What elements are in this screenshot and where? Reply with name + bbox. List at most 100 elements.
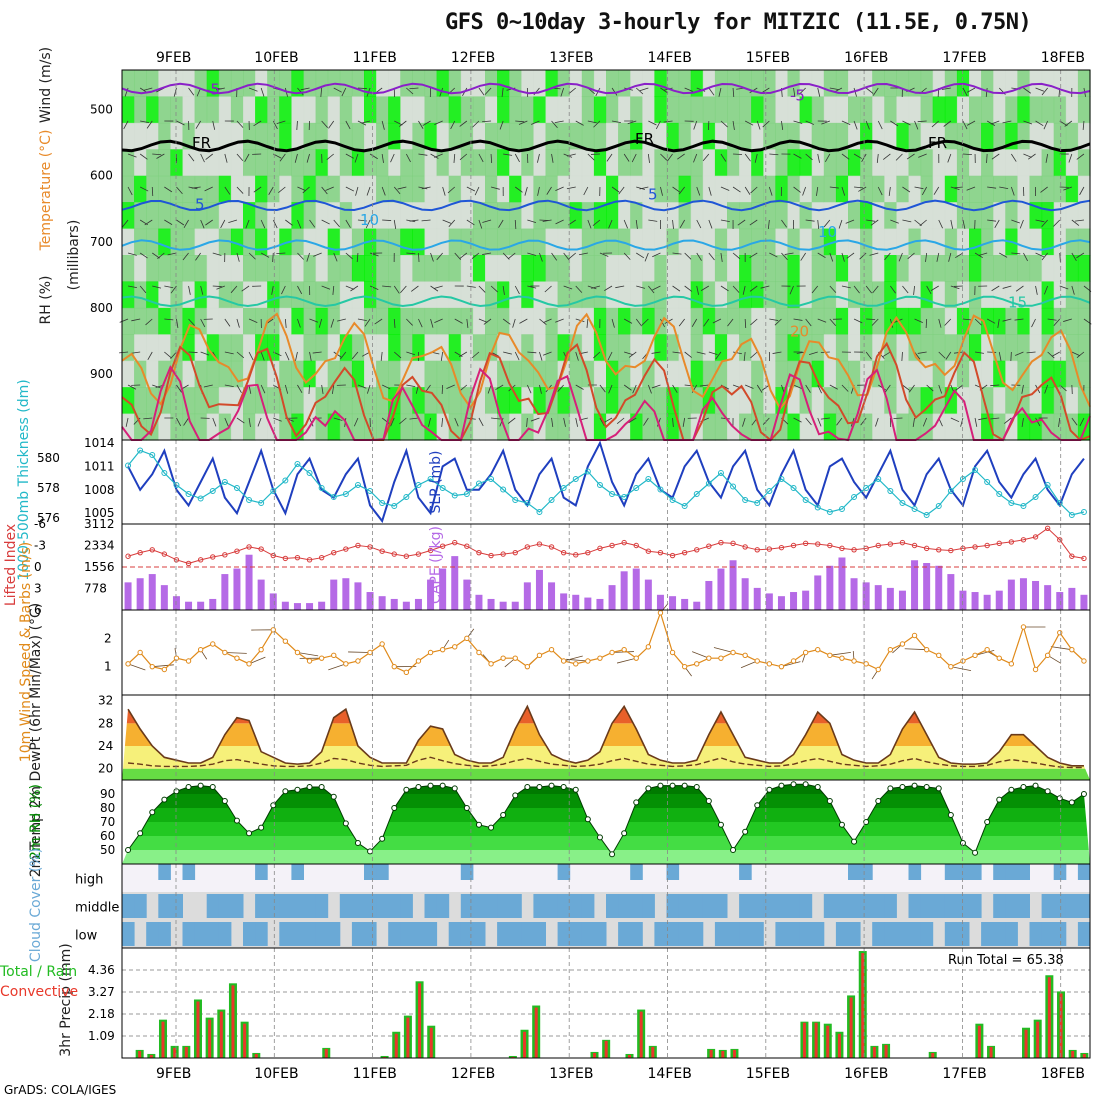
wind-barb (152, 384, 161, 389)
rh-cell (412, 334, 426, 362)
cape-bar (414, 598, 422, 610)
wind-barb (666, 153, 673, 162)
wind-barb (428, 417, 431, 427)
rh-cell (944, 334, 958, 362)
wind-barb (628, 351, 637, 358)
wind10m-point (306, 658, 313, 664)
lifted-index-point (1008, 539, 1015, 545)
wind-barb (702, 153, 710, 162)
wind-barb (749, 252, 758, 259)
cloud-cell-low (291, 922, 304, 946)
wind-barb (829, 318, 837, 327)
cape-bar (584, 597, 592, 610)
rh-cell (630, 307, 643, 335)
rh-cell (618, 149, 631, 177)
rh-cell (727, 175, 740, 203)
wind-barb (696, 351, 706, 355)
rh-cell (448, 255, 462, 283)
wind-barb (205, 219, 213, 226)
wind-barb (720, 153, 727, 162)
cloud-cell-middle (158, 894, 171, 918)
wind-barb (297, 285, 303, 295)
rh-cell (920, 281, 934, 309)
rh-cell (424, 70, 438, 98)
wind-barb (345, 252, 353, 260)
wind-barb (554, 120, 564, 124)
thickness-tick-label: 576 (37, 511, 60, 525)
cloud-cell-low (920, 922, 934, 946)
rh-cell (848, 202, 861, 230)
rh-tick-label: 60 (100, 829, 115, 843)
wind-barb (173, 87, 177, 97)
rh-cell (1029, 228, 1043, 256)
rh-cell (557, 149, 571, 177)
wind10m-point (355, 658, 361, 664)
rh-cell (944, 387, 958, 415)
rh-cell (158, 202, 171, 230)
lifted-index-point (681, 549, 688, 556)
wind-barb (750, 186, 758, 194)
rh-cell (884, 96, 897, 124)
wind-barb (838, 219, 843, 229)
wind-barb (539, 252, 543, 262)
rh-cell (1017, 122, 1031, 150)
lifted-index-point (573, 552, 579, 558)
wind-barb (841, 153, 850, 160)
rh-cell (182, 228, 196, 256)
rh-cell (533, 175, 547, 203)
rh-cell (1029, 149, 1043, 177)
rh-cell (811, 281, 825, 309)
rh-cell (1077, 149, 1091, 177)
wind-barb (440, 351, 444, 361)
rh-cell (194, 228, 208, 256)
wind10m-barb (224, 652, 247, 654)
cloud-cell-middle (1065, 894, 1079, 918)
rh-cell (255, 228, 268, 256)
rh2m-band (122, 850, 1090, 864)
rh-cell (727, 255, 740, 283)
rh-cell (1017, 334, 1031, 362)
rh-cell (944, 228, 958, 256)
rh-cell (1053, 334, 1067, 362)
rh-cell (1053, 281, 1067, 309)
rh-cell (388, 175, 401, 203)
cloud-cell-low (351, 922, 365, 946)
wind-barb (418, 252, 420, 263)
rh-cell (860, 255, 873, 283)
rh-cell (436, 307, 450, 335)
wind-barb (919, 219, 927, 227)
wind-barb (1058, 417, 1061, 427)
lifted-index-point (887, 541, 894, 547)
rh-cell (472, 175, 486, 203)
wind10m-point (706, 655, 712, 661)
lifted-index-point (488, 552, 494, 559)
cape-bar (862, 582, 870, 610)
wind-barb (648, 219, 658, 222)
cloud-cell-high (848, 864, 861, 880)
rh2m-point (475, 821, 482, 828)
pressure-tick-label: 700 (90, 235, 113, 249)
cloud-cell-low (218, 922, 232, 946)
wind-barb (281, 285, 286, 295)
wind-barb (501, 87, 504, 97)
wind10m-point (573, 661, 579, 667)
wind-barb (644, 252, 649, 262)
rh-cell (351, 413, 365, 441)
rh-cell (1053, 255, 1067, 283)
wind-barb (188, 153, 195, 162)
cloud-cell-middle (557, 894, 571, 918)
rh-cell (1077, 175, 1091, 203)
wind10m-point (282, 638, 289, 644)
rh-cell (1005, 149, 1018, 177)
cape-bar (983, 594, 991, 610)
wind-barb (974, 384, 984, 390)
wind-barb (615, 285, 625, 289)
slp-tick-label: 1014 (84, 436, 115, 450)
wind-barb (393, 351, 402, 359)
rh-cell (787, 413, 801, 441)
wind-barb (1019, 219, 1024, 229)
rh-cell (327, 96, 341, 124)
isotherm-label: 10 (818, 223, 837, 241)
wind-barb (1035, 252, 1044, 258)
rh-cell (170, 334, 184, 362)
